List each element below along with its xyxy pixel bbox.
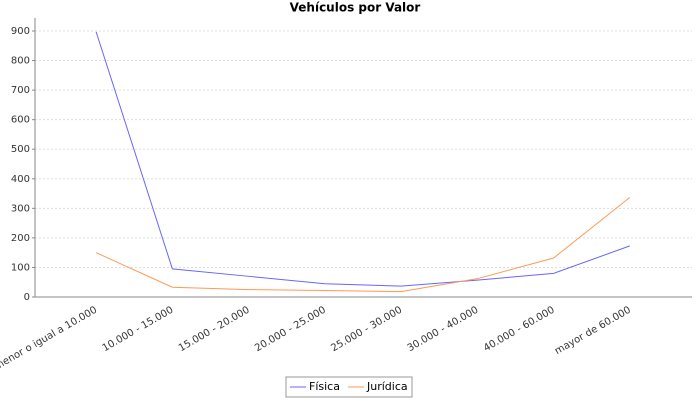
chart-title: Vehículos por Valor (290, 1, 421, 15)
y-tick-label: 900 (11, 26, 30, 37)
x-tick-label: 25.000 - 30.000 (329, 305, 404, 355)
line-series (95, 31, 631, 287)
legend-label: Física (309, 380, 340, 393)
x-tick-label: menor o igual a 10.000 (0, 305, 99, 373)
y-tick-label: 600 (11, 115, 30, 126)
y-tick-label: 800 (11, 56, 30, 67)
x-tick-label: 40.000 - 60.000 (482, 305, 557, 355)
line-series (95, 197, 631, 293)
x-tick-label: mayor de 60.000 (553, 305, 633, 357)
x-tick-label: 10.000 - 15.000 (101, 305, 176, 355)
y-tick-label: 500 (11, 144, 30, 155)
legend-label: Jurídica (366, 380, 408, 393)
y-tick-label: 0 (24, 292, 30, 303)
y-tick-label: 400 (11, 174, 30, 185)
y-tick-label: 300 (11, 203, 30, 214)
x-tick-label: 15.000 - 20.000 (177, 305, 252, 355)
y-tick-label: 200 (11, 233, 30, 244)
x-tick-label: 20.000 - 25.000 (253, 305, 328, 355)
y-tick-label: 700 (11, 85, 30, 96)
x-tick-label: 30.000 - 40.000 (406, 305, 481, 355)
y-tick-label: 100 (11, 262, 30, 273)
